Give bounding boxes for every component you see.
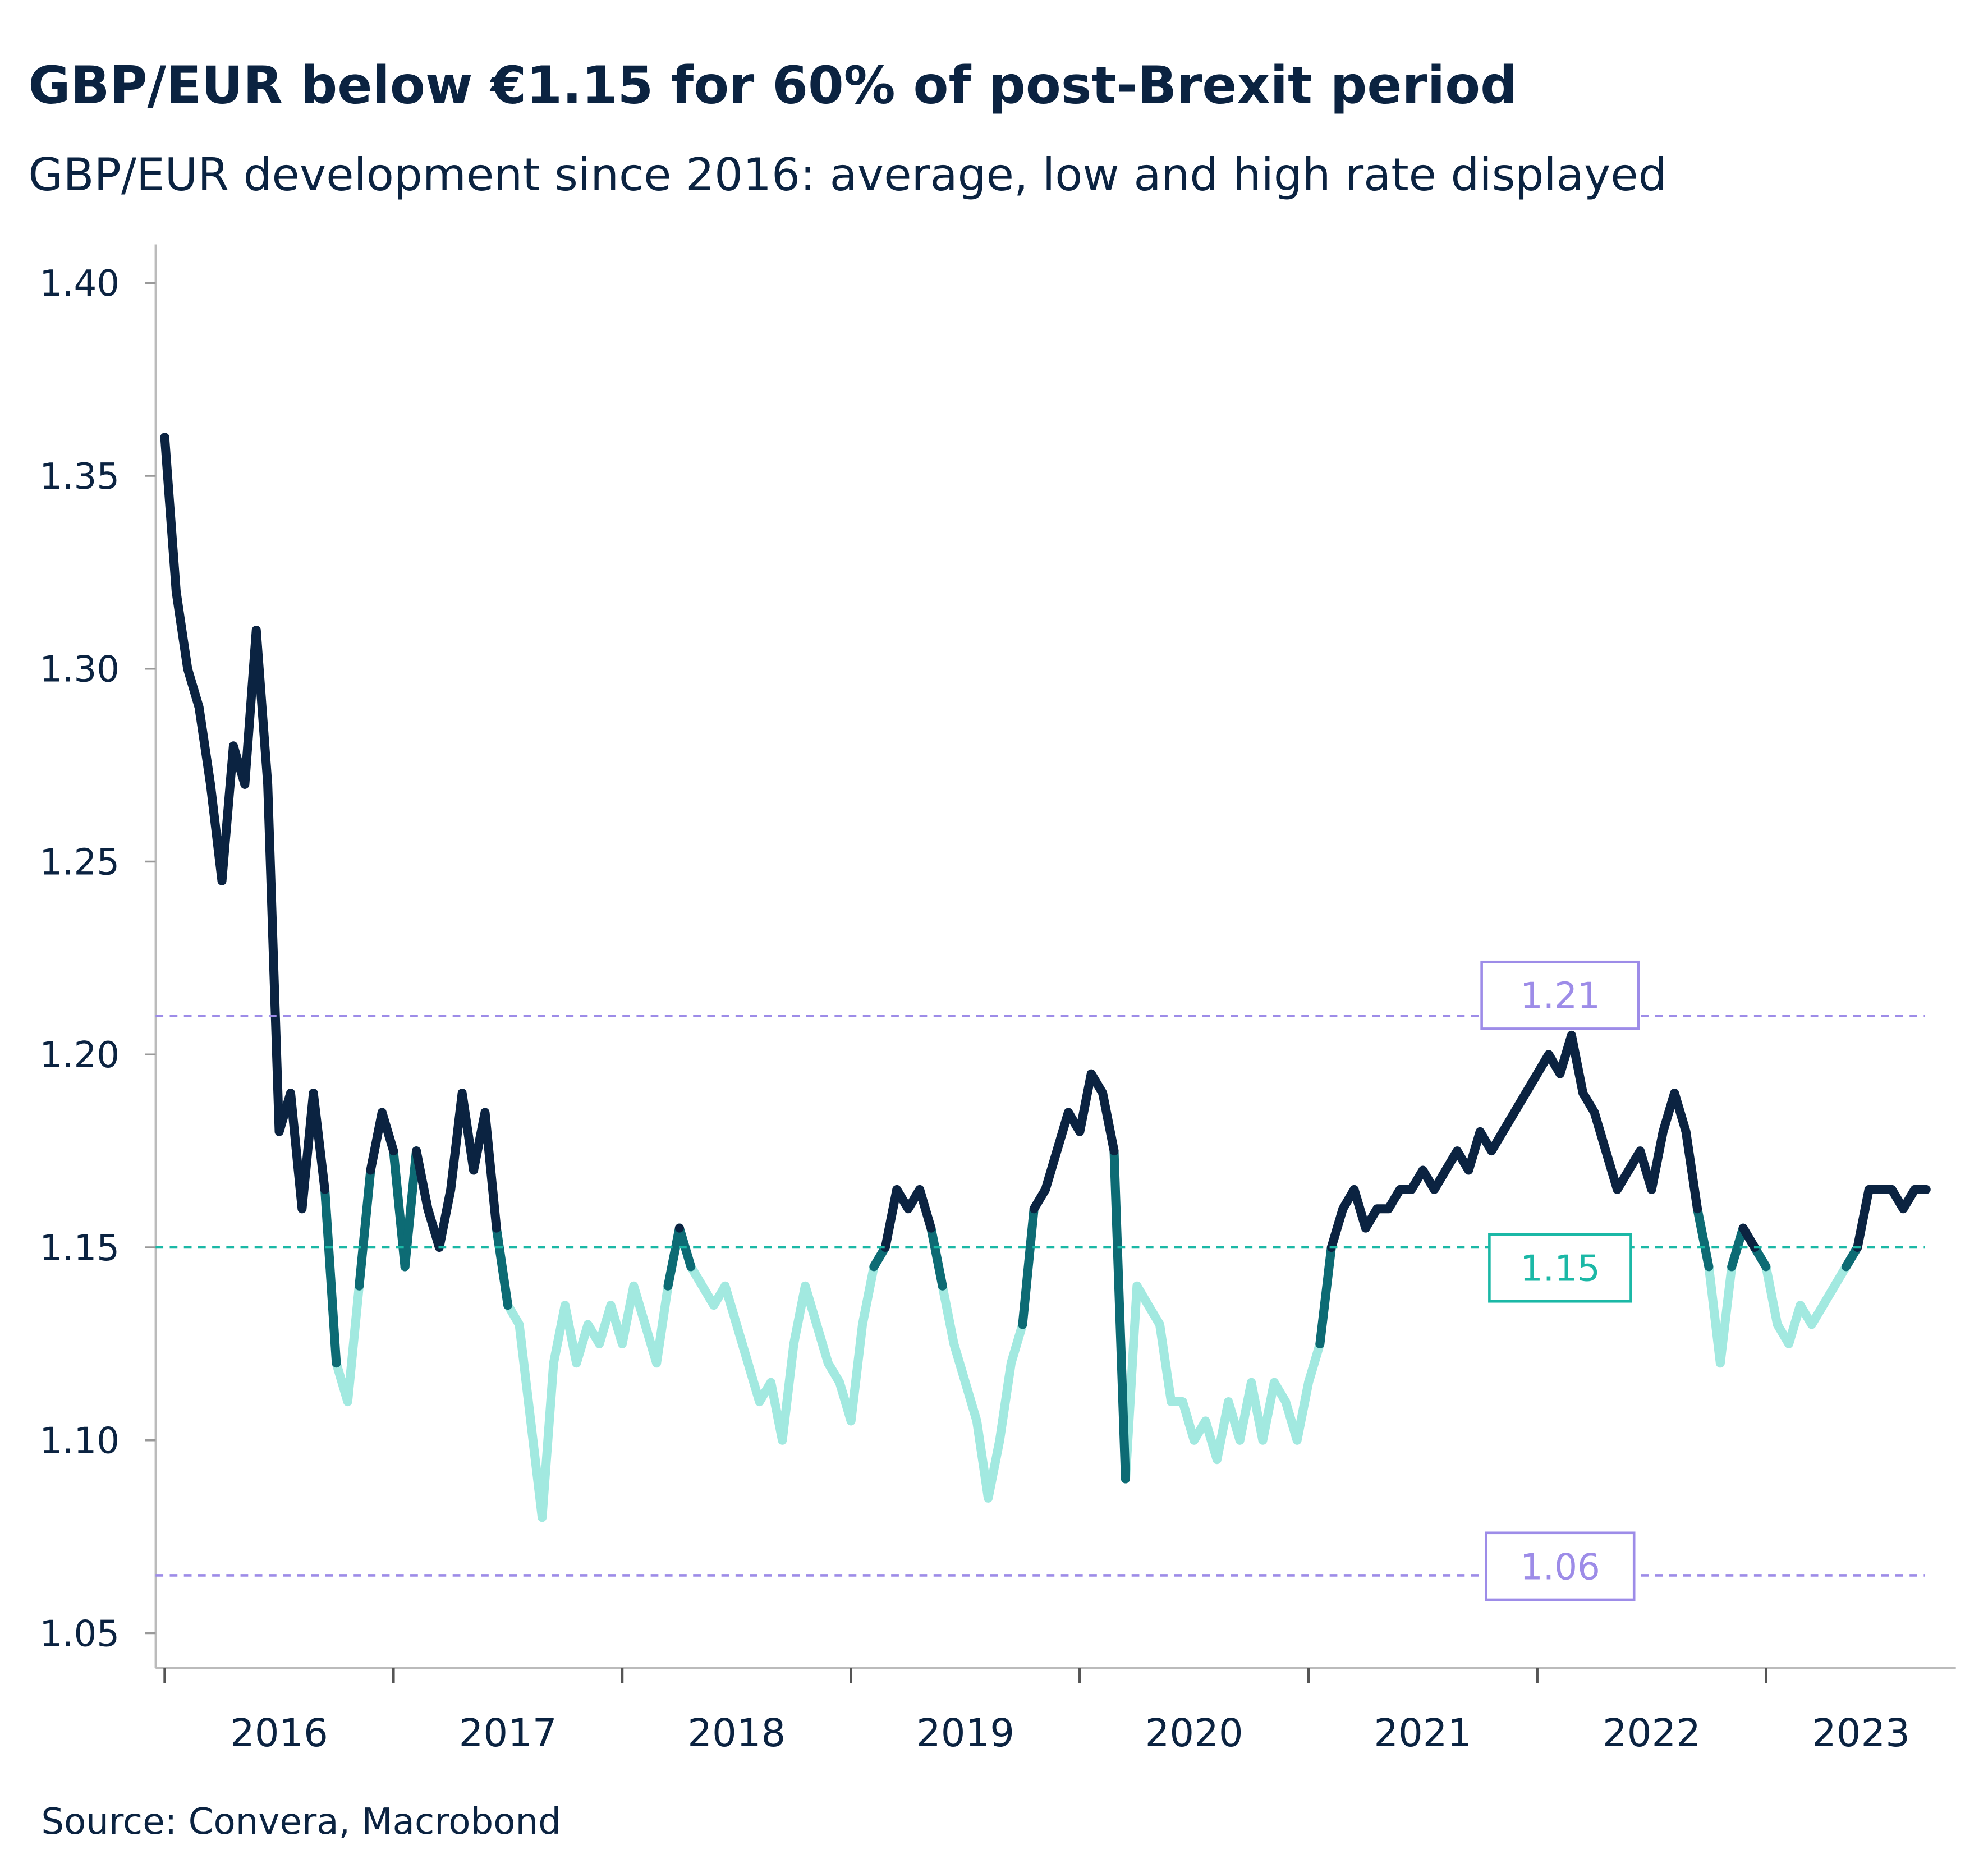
line-segment — [1121, 1281, 1325, 1484]
reference-label: 1.21 — [1520, 975, 1600, 1017]
line-segment — [332, 1281, 364, 1407]
line-connector — [492, 1223, 513, 1310]
line-segment — [938, 1281, 1027, 1503]
line-segment — [880, 1185, 936, 1252]
line-segment — [1738, 1223, 1760, 1252]
line-segment — [1761, 1262, 1851, 1348]
line-point — [674, 1223, 684, 1233]
line-segment — [1029, 1069, 1119, 1214]
line-segment — [160, 433, 329, 1214]
x-tick-label: 2021 — [1374, 1711, 1472, 1756]
line-segment — [412, 1088, 501, 1252]
line-segment — [366, 1108, 398, 1175]
x-tick-label: 2019 — [916, 1711, 1014, 1756]
x-tick-label: 2023 — [1812, 1711, 1910, 1756]
x-tick-label: 2016 — [230, 1711, 328, 1756]
chart-title: GBP/EUR below €1.15 for 60% of post-Brex… — [28, 55, 1517, 115]
line-connector — [1109, 1146, 1130, 1484]
reference-label: 1.15 — [1520, 1248, 1600, 1290]
y-tick-label: 1.40 — [39, 263, 120, 305]
line-segment — [686, 1262, 879, 1445]
chart-subtitle: GBP/EUR development since 2016: average,… — [28, 149, 1666, 201]
source: Source: Convera, Macrobond — [41, 1801, 561, 1843]
line-connector — [663, 1223, 684, 1291]
line-connector — [1018, 1204, 1039, 1329]
line-connector — [1315, 1242, 1336, 1348]
y-tick-label: 1.25 — [39, 841, 120, 883]
line-segment — [1326, 1030, 1702, 1252]
x-tick-label: 2020 — [1145, 1711, 1243, 1756]
line-segment — [1704, 1262, 1737, 1368]
reference-label: 1.06 — [1520, 1546, 1600, 1588]
reference-label-box — [1485, 1531, 1636, 1601]
x-tick-label: 2018 — [687, 1711, 786, 1756]
y-tick-label: 1.35 — [39, 456, 120, 498]
x-tick-label: 2022 — [1603, 1711, 1701, 1756]
y-tick-label: 1.05 — [39, 1613, 120, 1655]
line-segment — [503, 1281, 673, 1522]
line-segment — [1853, 1185, 1931, 1252]
line-connector — [355, 1165, 375, 1291]
y-tick-label: 1.30 — [39, 649, 120, 691]
y-tick-label: 1.20 — [39, 1034, 120, 1076]
line-connector — [1727, 1223, 1748, 1272]
line-connector — [320, 1185, 341, 1368]
reference-label-box — [1488, 1233, 1632, 1303]
y-tick-label: 1.15 — [39, 1227, 120, 1269]
reference-label-box — [1480, 960, 1640, 1030]
line-connector — [1693, 1204, 1714, 1272]
line-connector — [926, 1223, 947, 1291]
y-tick-label: 1.10 — [39, 1420, 120, 1462]
x-tick-label: 2017 — [459, 1711, 557, 1756]
line-connector — [400, 1146, 421, 1272]
